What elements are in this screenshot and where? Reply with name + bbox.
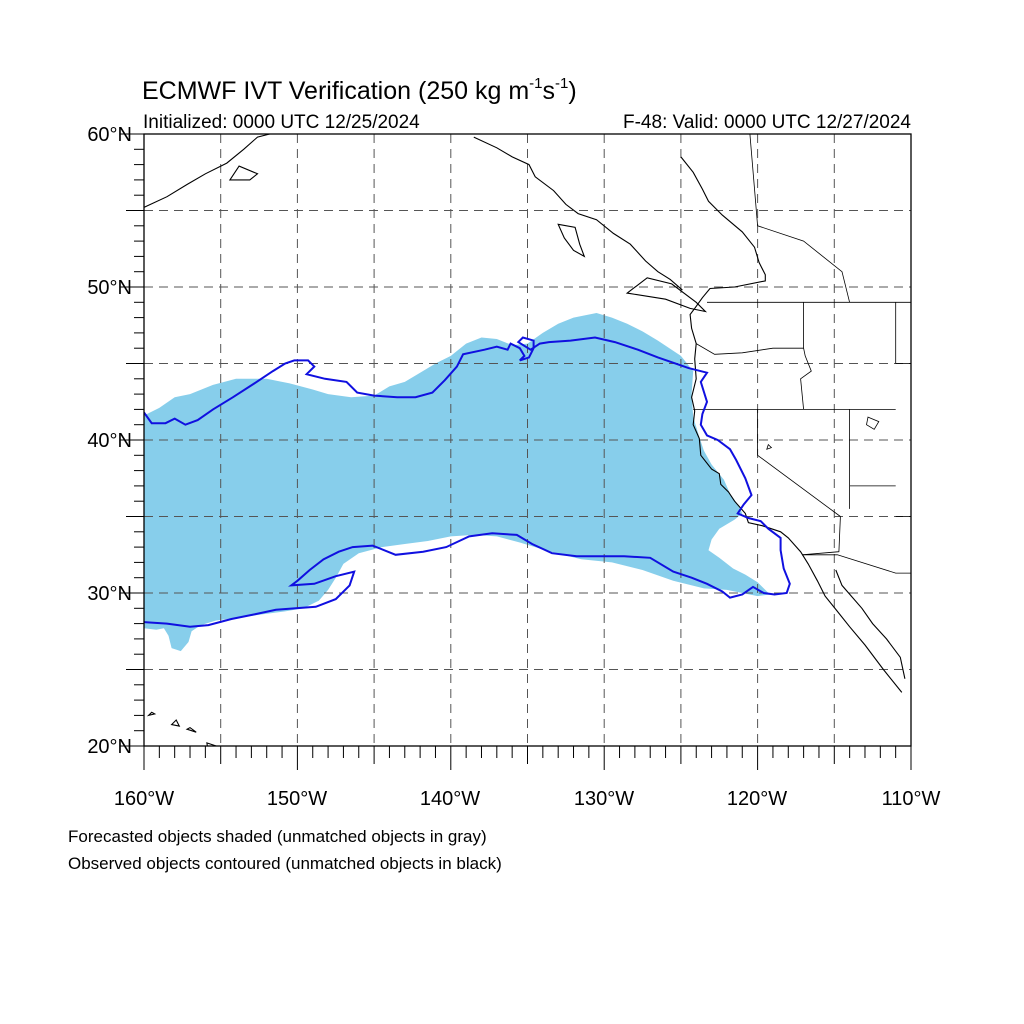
island-outline	[625, 277, 708, 313]
boundary-line	[749, 134, 850, 303]
x-axis-labels: 160°W 150°W 140°W 130°W 120°W 110°W	[114, 788, 941, 810]
y-label-60n: 60°N	[87, 124, 132, 146]
x-label-110w: 110°W	[882, 788, 941, 810]
island-outline	[206, 742, 218, 746]
title: ECMWF IVT Verification (250 kg m-1s-1)	[142, 75, 577, 105]
coastline-west	[680, 156, 903, 693]
boundary-line	[757, 409, 841, 517]
y-label-50n: 50°N	[87, 277, 132, 299]
title-exponent-1: -1	[529, 75, 542, 92]
x-label-130w: 130°W	[574, 788, 634, 810]
y-axis-labels: 60°N 50°N 40°N 30°N 20°N	[87, 124, 132, 758]
coastline-gulf	[835, 569, 906, 679]
boundary-line	[802, 554, 911, 574]
island-outline	[557, 223, 586, 258]
coastlines	[144, 134, 911, 746]
title-s: s	[543, 77, 556, 105]
island-outline	[185, 726, 197, 733]
title-close: )	[568, 77, 576, 105]
title-exponent-2: -1	[555, 75, 568, 92]
x-label-120w: 120°W	[727, 788, 787, 810]
island-outline	[146, 711, 157, 717]
note-observed: Observed objects contoured (unmatched ob…	[68, 854, 502, 873]
boundary-line	[695, 343, 804, 355]
boundary-line	[802, 516, 841, 556]
coastline-alaska	[144, 134, 270, 208]
note-forecast: Forecasted objects shaded (unmatched obj…	[68, 827, 487, 846]
forecast-object-shaded	[144, 313, 770, 652]
svg-text:ECMWF IVT Verification (250 kg: ECMWF IVT Verification (250 kg m-1s-1)	[142, 75, 577, 105]
subtitle-initialized: Initialized: 0000 UTC 12/25/2024	[143, 112, 420, 133]
y-label-20n: 20°N	[87, 736, 132, 758]
lake-outline	[766, 443, 773, 450]
coastline-north	[473, 136, 683, 291]
y-label-30n: 30°N	[87, 583, 132, 605]
lake-outline	[866, 416, 880, 430]
boundary-line	[800, 302, 812, 410]
x-label-140w: 140°W	[420, 788, 480, 810]
x-label-160w: 160°W	[114, 788, 174, 810]
y-label-40n: 40°N	[87, 430, 132, 452]
x-label-150w: 150°W	[267, 788, 327, 810]
subtitle-valid: F-48: Valid: 0000 UTC 12/27/2024	[623, 112, 911, 133]
island-outline	[170, 719, 181, 727]
title-main: ECMWF IVT Verification (250 kg m	[142, 77, 529, 105]
island-outline	[228, 165, 259, 181]
axis-ticks	[120, 133, 912, 770]
observed-object-contour	[144, 336, 791, 628]
